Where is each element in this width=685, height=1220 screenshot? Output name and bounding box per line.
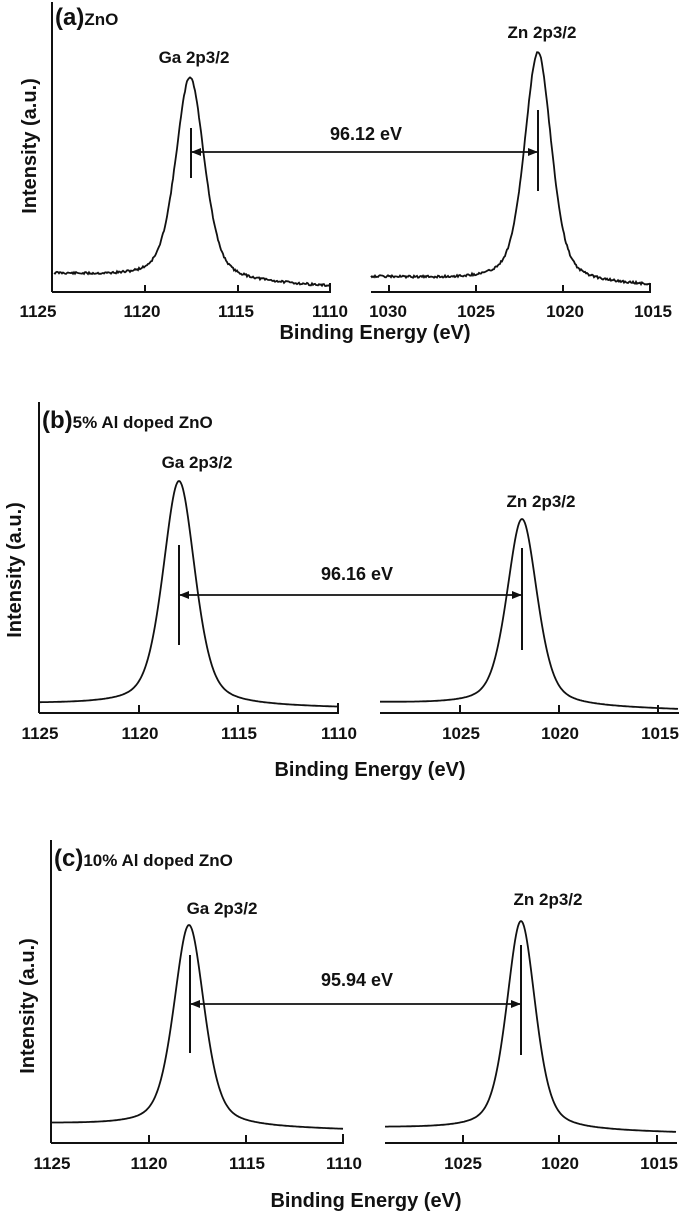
svg-text:1125: 1125 <box>34 1154 71 1173</box>
x-axis-label: Binding Energy (eV) <box>279 322 470 344</box>
svg-text:1015: 1015 <box>634 302 672 321</box>
svg-text:1020: 1020 <box>546 302 584 321</box>
svg-text:1115: 1115 <box>229 1154 265 1173</box>
y-axis-label: Intensity (a.u.) <box>17 938 39 1074</box>
panel-b: 1125 1120 1115 1110 1025 1020 1015 Bindi… <box>4 402 679 781</box>
ga-peak-label: Ga 2p3/2 <box>162 453 233 472</box>
svg-text:1110: 1110 <box>326 1154 362 1173</box>
svg-text:1110: 1110 <box>312 302 348 321</box>
zn-spectrum-line <box>380 517 679 710</box>
y-axis-label: Intensity (a.u.) <box>19 78 41 214</box>
x-tick-labels: 1125 1120 1115 1110 1030 1025 1020 1015 <box>20 302 672 321</box>
svg-text:1015: 1015 <box>641 724 679 743</box>
zn-spectrum-line <box>370 51 651 287</box>
panel-title: (c)10% Al doped ZnO <box>54 845 233 872</box>
svg-text:1115: 1115 <box>221 724 257 743</box>
panel-title: (a)ZnO <box>55 4 118 31</box>
ga-spectrum-line <box>51 923 344 1130</box>
ga-spectrum-line <box>53 76 331 288</box>
svg-text:1120: 1120 <box>124 302 161 321</box>
x-ticks <box>138 703 659 713</box>
panel-title: (b)5% Al doped ZnO <box>42 407 213 434</box>
svg-text:1110: 1110 <box>321 724 357 743</box>
zn-peak-label: Zn 2p3/2 <box>507 492 576 511</box>
panel-c: 1125 1120 1115 1110 1025 1020 1015 Bindi… <box>17 840 678 1212</box>
svg-text:1120: 1120 <box>131 1154 168 1173</box>
separation-label: 96.12 eV <box>330 124 402 144</box>
svg-text:1020: 1020 <box>541 724 579 743</box>
svg-text:1020: 1020 <box>541 1154 579 1173</box>
x-tick-labels: 1125 1120 1115 1110 1025 1020 1015 <box>34 1154 678 1173</box>
x-axis-label: Binding Energy (eV) <box>274 759 465 781</box>
ga-spectrum-line <box>39 479 339 708</box>
panel-a: 1125 1120 1115 1110 1030 1025 1020 1015 … <box>19 2 672 344</box>
svg-text:1125: 1125 <box>22 724 59 743</box>
svg-text:1115: 1115 <box>218 302 254 321</box>
ga-peak-label: Ga 2p3/2 <box>187 899 258 918</box>
zn-peak-label: Zn 2p3/2 <box>514 890 583 909</box>
separation-label: 95.94 eV <box>321 970 393 990</box>
x-ticks <box>144 283 651 292</box>
zn-spectrum-line <box>385 919 677 1133</box>
svg-text:1015: 1015 <box>640 1154 678 1173</box>
x-axis-label: Binding Energy (eV) <box>270 1190 461 1212</box>
svg-text:1025: 1025 <box>457 302 495 321</box>
x-tick-labels: 1125 1120 1115 1110 1025 1020 1015 <box>22 724 679 743</box>
svg-text:1120: 1120 <box>122 724 159 743</box>
zn-peak-label: Zn 2p3/2 <box>508 23 577 42</box>
svg-text:1030: 1030 <box>369 302 407 321</box>
ga-peak-label: Ga 2p3/2 <box>159 48 230 67</box>
x-ticks <box>148 1134 658 1143</box>
separation-label: 96.16 eV <box>321 564 393 584</box>
y-axis-label: Intensity (a.u.) <box>4 502 26 638</box>
svg-text:1025: 1025 <box>444 1154 482 1173</box>
svg-text:1025: 1025 <box>442 724 480 743</box>
svg-text:1125: 1125 <box>20 302 57 321</box>
